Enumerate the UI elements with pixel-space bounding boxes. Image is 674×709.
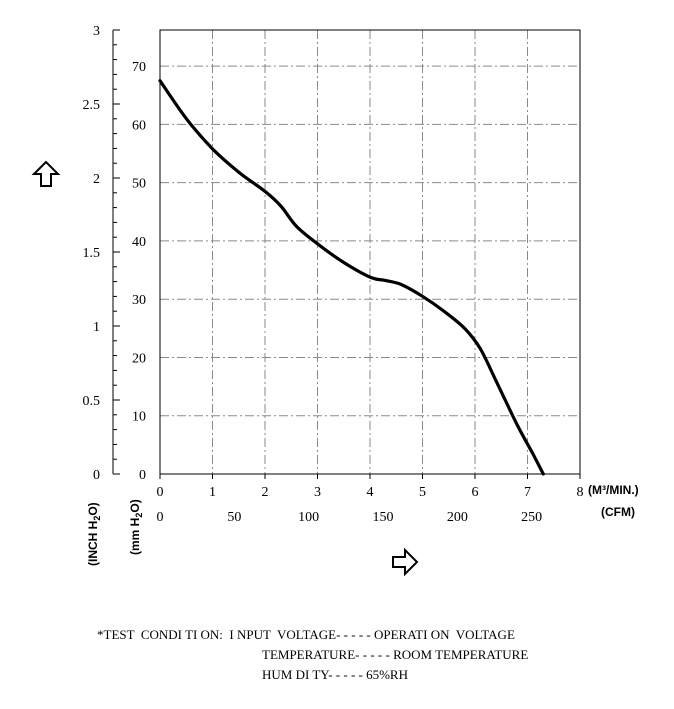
- x-tick-label-cfm: 100: [298, 510, 319, 525]
- x-tick-label-m3: 3: [314, 485, 321, 500]
- test-condition-line-1: *TEST CONDI TI ON: I NPUT VOLTAGE- - - -…: [97, 627, 515, 642]
- x-tick-label-cfm: 150: [373, 510, 394, 525]
- y-tick-label-mm: 10: [132, 410, 146, 425]
- y-tick-label-inch: 1.5: [83, 246, 101, 261]
- y-tick-label-mm: 40: [132, 235, 146, 250]
- y-tick-label-inch: 2: [93, 172, 100, 187]
- x-axis-label-cfm: (CFM): [601, 505, 635, 519]
- x-tick-label-m3: 2: [262, 485, 269, 500]
- y-axis-label-mm: (mm H2O): [128, 499, 144, 555]
- x-tick-label-m3: 7: [524, 485, 531, 500]
- x-tick-label-m3: 4: [367, 485, 374, 500]
- x-axis-label-m3: (M³/MIN.): [588, 483, 639, 497]
- y-axis-label-inch: (INCH H2O): [86, 502, 102, 566]
- y-tick-label-mm: 0: [139, 468, 146, 483]
- x-tick-label-m3: 8: [577, 485, 584, 500]
- y-tick-label-inch: 1: [93, 320, 100, 335]
- inch-axis: 0 0.5 1 1.5 2 2.5 3: [83, 24, 120, 483]
- y-tick-label-mm: 70: [132, 60, 146, 75]
- x-tick-label-cfm: 250: [521, 510, 542, 525]
- y-tick-label-mm: 60: [132, 118, 146, 133]
- x-tick-label-cfm: 50: [227, 510, 241, 525]
- test-condition-line-3: HUM DI TY- - - - - 65%RH: [262, 667, 408, 682]
- test-condition-line-2: TEMPERATURE- - - - - ROOM TEMPERATURE: [262, 647, 529, 662]
- y-tick-label-mm: 30: [132, 293, 146, 308]
- x-tick-label-m3: 6: [472, 485, 479, 500]
- y-tick-label-mm: 50: [132, 177, 146, 192]
- x-tick-label-m3: 1: [209, 485, 216, 500]
- x-tick-label-m3: 5: [419, 485, 426, 500]
- up-arrow-icon: [31, 160, 61, 187]
- x-tick-label-cfm: 0: [157, 510, 164, 525]
- y-tick-label-inch: 0: [93, 468, 100, 483]
- x-tick-label-cfm: 200: [447, 510, 468, 525]
- y-tick-label-mm: 20: [132, 351, 146, 366]
- y-tick-label-inch: 2.5: [83, 98, 101, 113]
- performance-curve: [158, 79, 545, 476]
- x-ticks: 0 1 2 3 4 5 6 7 8 0 50 100 150 200 250: [157, 474, 584, 525]
- x-tick-label-m3: 0: [157, 485, 164, 500]
- grid-lines: [160, 30, 580, 474]
- y-tick-label-inch: 3: [93, 24, 100, 39]
- right-arrow-icon: [392, 547, 419, 577]
- y-tick-label-inch: 0.5: [83, 394, 101, 409]
